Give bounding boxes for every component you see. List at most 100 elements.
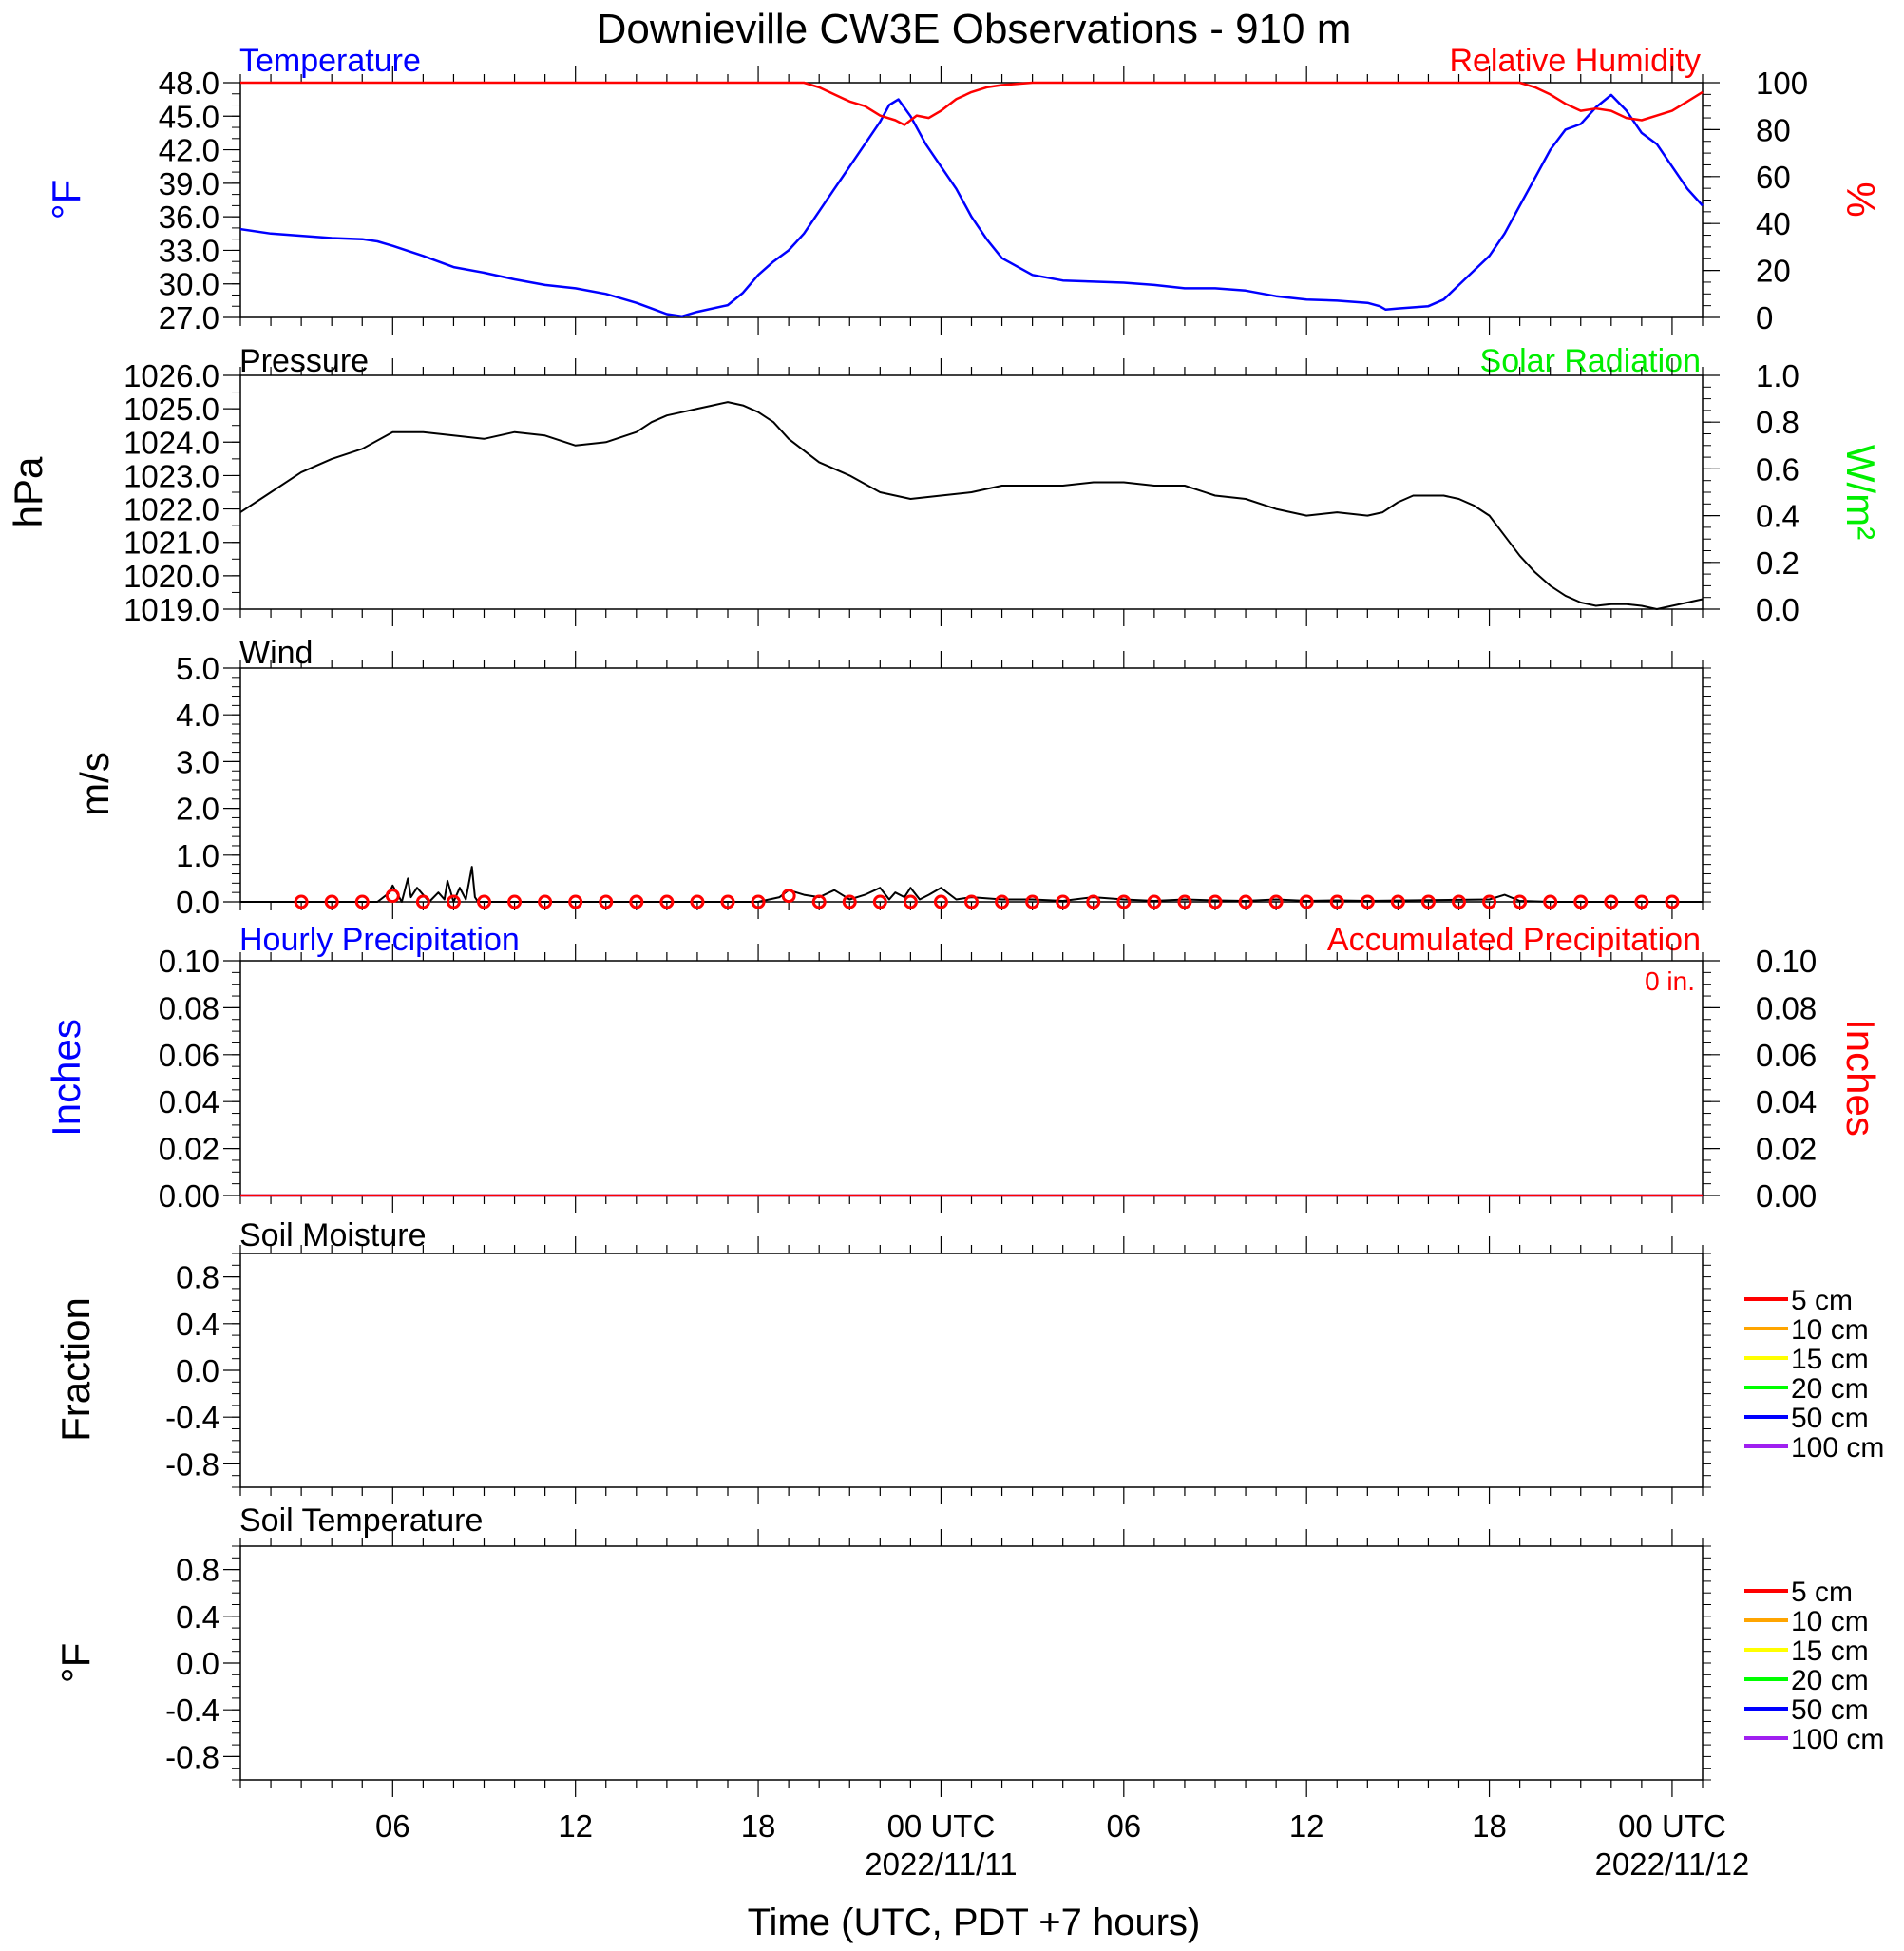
gust-marker	[995, 894, 1010, 909]
gust-marker	[1268, 894, 1284, 909]
humidity-line	[240, 81, 1704, 126]
y-tick-label: -0.4	[165, 1693, 219, 1728]
y-tick-label: 48.0	[159, 66, 219, 101]
y-tick-label: 0.4	[176, 1307, 219, 1342]
gust-marker	[324, 894, 339, 909]
legend-label: 10 cm	[1791, 1606, 1869, 1637]
gust-marker	[1056, 894, 1071, 909]
y-right-tick-label: 0.06	[1756, 1038, 1817, 1073]
y-tick-label: 1026.0	[124, 358, 219, 393]
hourly-precip-ylabel: Inches	[44, 1019, 88, 1137]
x-tick-label: 18	[1472, 1808, 1507, 1844]
y-tick-label: 27.0	[159, 300, 219, 335]
gust-marker	[720, 894, 735, 909]
y-tick-label: 1025.0	[124, 392, 219, 427]
y-right-tick-label: 40	[1756, 206, 1791, 241]
y-tick-label: 1023.0	[124, 458, 219, 493]
accum-precip-ylabel: Inches	[1838, 1019, 1883, 1137]
gust-marker	[354, 894, 370, 909]
y-tick-label: 1019.0	[124, 592, 219, 627]
wind-ylabel: m/s	[72, 752, 117, 816]
gust-marker	[1604, 894, 1619, 909]
x-date-label: 2022/11/11	[865, 1846, 1017, 1882]
y-tick-label: 0.00	[159, 1178, 219, 1214]
x-tick-label: 00 UTC	[887, 1808, 996, 1844]
gust-marker	[781, 889, 796, 904]
y-tick-label: 0.8	[176, 1553, 219, 1588]
humidity-ylabel: %	[1838, 182, 1883, 217]
y-right-tick-label: 0.4	[1756, 499, 1799, 534]
pressure-line	[239, 401, 1704, 610]
gust-marker	[964, 894, 979, 909]
chart-title: Downieville CW3E Observations - 910 m	[597, 6, 1352, 52]
gust-marker	[507, 894, 523, 909]
accum-precip-title: Accumulated Precipitation	[1327, 922, 1701, 958]
gust-marker	[1482, 894, 1497, 909]
y-tick-label: 0.04	[159, 1084, 219, 1119]
y-tick-label: 0.0	[176, 885, 219, 920]
pressure-panel: Pressure Solar Radiation hPa W/m² 1019.0…	[6, 343, 1883, 627]
legend-label: 5 cm	[1791, 1577, 1853, 1608]
gust-marker	[1329, 894, 1344, 909]
soil-moisture-ylabel: Fraction	[53, 1297, 98, 1442]
legend-label: 15 cm	[1791, 1635, 1869, 1667]
plot-frame	[239, 667, 1704, 903]
gust-marker	[385, 889, 400, 904]
y-tick-label: 2.0	[176, 792, 219, 827]
humidity-title: Relative Humidity	[1449, 43, 1701, 79]
temperature-panel: Temperature Relative Humidity °F % 27.03…	[44, 43, 1883, 335]
y-right-tick-label: 0.2	[1756, 545, 1799, 581]
gust-marker	[1420, 894, 1436, 909]
solar-ylabel: W/m²	[1838, 445, 1883, 540]
legend-label: 20 cm	[1791, 1665, 1869, 1696]
gust-marker	[1573, 894, 1589, 909]
y-tick-label: 0.10	[159, 944, 219, 979]
x-date-label: 2022/11/12	[1595, 1846, 1750, 1882]
soil-moisture-panel: Soil Moisture Fraction -0.8 -0.4 0.0 0.4 0.8…	[53, 1217, 1884, 1504]
gust-marker	[903, 894, 918, 909]
plot-frame	[239, 1253, 1704, 1488]
y-right-tick-label: 80	[1756, 112, 1791, 147]
gust-marker	[629, 894, 644, 909]
soil-moisture-title: Soil Moisture	[239, 1217, 427, 1253]
gust-marker	[1238, 894, 1253, 909]
gust-marker	[811, 894, 827, 909]
y-tick-label: 4.0	[176, 698, 219, 733]
y-tick-label: 0.0	[176, 1353, 219, 1388]
temperature-line	[239, 93, 1704, 318]
y-tick-label: -0.4	[165, 1400, 219, 1435]
y-tick-label: 1024.0	[124, 425, 219, 460]
gust-marker	[1299, 894, 1314, 909]
accum-precip-total: 0 in.	[1645, 966, 1695, 996]
y-right-tick-label: 0.02	[1756, 1132, 1817, 1167]
y-right-tick-label: 0.08	[1756, 990, 1817, 1025]
pressure-title: Pressure	[239, 343, 369, 379]
wind-panel: Wind m/s 0.0 1.0 2.0 3.0 4.0 5.0	[72, 635, 1711, 920]
gust-marker	[294, 894, 309, 909]
gust-marker	[751, 894, 766, 909]
plot-frame	[239, 82, 1704, 318]
gust-marker	[538, 894, 553, 909]
y-tick-label: 1.0	[176, 838, 219, 873]
y-tick-label: 30.0	[159, 267, 219, 302]
y-tick-label: 3.0	[176, 744, 219, 779]
y-right-tick-label: 1.0	[1756, 358, 1799, 393]
y-tick-label: 0.8	[176, 1260, 219, 1295]
plot-frame	[239, 1545, 1704, 1781]
gust-marker	[568, 894, 583, 909]
y-right-tick-label: 0.00	[1756, 1178, 1817, 1214]
gust-marker	[1177, 894, 1192, 909]
y-tick-label: 0.02	[159, 1132, 219, 1167]
y-right-tick-label: 100	[1756, 66, 1808, 101]
x-tick-label: 00 UTC	[1618, 1808, 1726, 1844]
gust-marker	[1116, 894, 1132, 909]
gust-marker	[415, 894, 430, 909]
y-tick-label: 5.0	[176, 651, 219, 686]
y-tick-label: 42.0	[159, 133, 219, 168]
hourly-precip-title: Hourly Precipitation	[239, 922, 520, 958]
soil-temperature-title: Soil Temperature	[239, 1502, 483, 1539]
gust-marker	[1086, 894, 1101, 909]
x-axis-label: Time (UTC, PDT +7 hours)	[748, 1902, 1201, 1943]
x-tick-label: 18	[741, 1808, 776, 1844]
y-tick-label: 0.08	[159, 990, 219, 1025]
